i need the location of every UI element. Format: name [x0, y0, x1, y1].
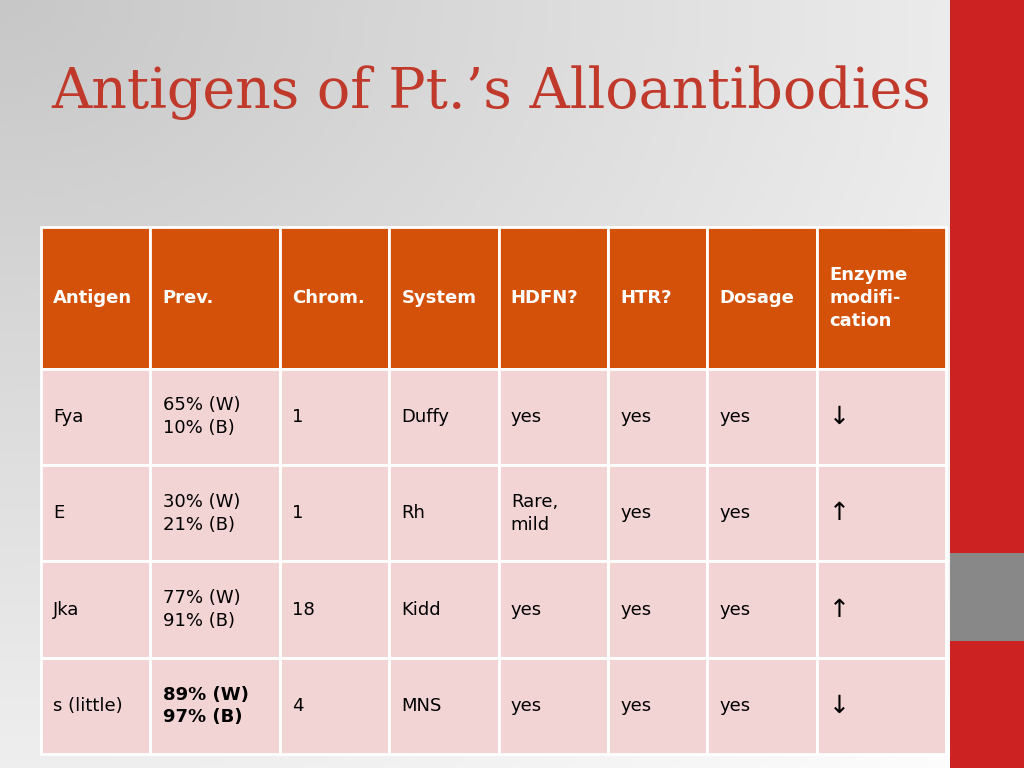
Text: Rare,
mild: Rare, mild: [511, 493, 558, 534]
Text: Chrom.: Chrom.: [292, 289, 365, 306]
Bar: [41, 465, 151, 561]
Text: yes: yes: [511, 697, 542, 715]
Text: yes: yes: [621, 697, 651, 715]
Text: 1: 1: [292, 505, 303, 522]
Bar: [708, 227, 817, 369]
Bar: [817, 369, 946, 465]
Text: yes: yes: [720, 408, 751, 425]
Text: Rh: Rh: [401, 505, 425, 522]
Text: Duffy: Duffy: [401, 408, 450, 425]
Bar: [151, 561, 280, 657]
Bar: [389, 227, 499, 369]
Text: Dosage: Dosage: [720, 289, 795, 306]
Text: Jka: Jka: [53, 601, 80, 618]
Bar: [151, 227, 280, 369]
Bar: [389, 657, 499, 754]
Text: HTR?: HTR?: [621, 289, 672, 306]
Bar: [608, 369, 708, 465]
Text: yes: yes: [621, 601, 651, 618]
Bar: [499, 657, 608, 754]
Text: E: E: [53, 505, 65, 522]
Text: yes: yes: [720, 697, 751, 715]
Text: MNS: MNS: [401, 697, 441, 715]
Bar: [389, 561, 499, 657]
Bar: [817, 465, 946, 561]
Bar: [280, 561, 389, 657]
Bar: [608, 561, 708, 657]
Text: Antigens of Pt.’s Alloantibodies: Antigens of Pt.’s Alloantibodies: [51, 65, 931, 120]
Text: 4: 4: [292, 697, 303, 715]
Bar: [280, 657, 389, 754]
Bar: [608, 465, 708, 561]
Bar: [499, 227, 608, 369]
Bar: [41, 657, 151, 754]
Text: yes: yes: [511, 408, 542, 425]
Bar: [389, 369, 499, 465]
Bar: [817, 657, 946, 754]
Text: Kidd: Kidd: [401, 601, 441, 618]
Text: Fya: Fya: [53, 408, 84, 425]
Text: 1: 1: [292, 408, 303, 425]
Text: Prev.: Prev.: [163, 289, 214, 306]
Bar: [499, 561, 608, 657]
Bar: [151, 465, 280, 561]
Text: 65% (W)
10% (B): 65% (W) 10% (B): [163, 396, 241, 437]
Text: ↓: ↓: [829, 694, 850, 718]
Bar: [817, 561, 946, 657]
Text: ↑: ↑: [829, 502, 850, 525]
Bar: [499, 369, 608, 465]
Text: 77% (W)
91% (B): 77% (W) 91% (B): [163, 589, 241, 630]
Text: ↑: ↑: [829, 598, 850, 621]
Text: yes: yes: [621, 505, 651, 522]
Bar: [950, 553, 1024, 641]
Text: ↓: ↓: [829, 405, 850, 429]
Bar: [708, 561, 817, 657]
Bar: [708, 369, 817, 465]
Text: Enzyme
modifi-
cation: Enzyme modifi- cation: [829, 266, 907, 329]
Text: yes: yes: [621, 408, 651, 425]
Text: Antigen: Antigen: [53, 289, 132, 306]
Bar: [389, 465, 499, 561]
Bar: [608, 227, 708, 369]
Text: yes: yes: [720, 601, 751, 618]
Bar: [708, 465, 817, 561]
Bar: [708, 657, 817, 754]
Text: s (little): s (little): [53, 697, 123, 715]
Bar: [41, 561, 151, 657]
Bar: [817, 227, 946, 369]
Text: System: System: [401, 289, 476, 306]
Text: HDFN?: HDFN?: [511, 289, 579, 306]
Bar: [608, 657, 708, 754]
Bar: [41, 369, 151, 465]
Bar: [950, 0, 1024, 768]
Bar: [280, 465, 389, 561]
Text: 18: 18: [292, 601, 314, 618]
Text: 30% (W)
21% (B): 30% (W) 21% (B): [163, 493, 240, 534]
Text: 89% (W)
97% (B): 89% (W) 97% (B): [163, 686, 249, 727]
Bar: [41, 227, 151, 369]
Text: yes: yes: [511, 601, 542, 618]
Bar: [280, 369, 389, 465]
Text: yes: yes: [720, 505, 751, 522]
Bar: [499, 465, 608, 561]
Bar: [151, 369, 280, 465]
Bar: [280, 227, 389, 369]
Bar: [151, 657, 280, 754]
